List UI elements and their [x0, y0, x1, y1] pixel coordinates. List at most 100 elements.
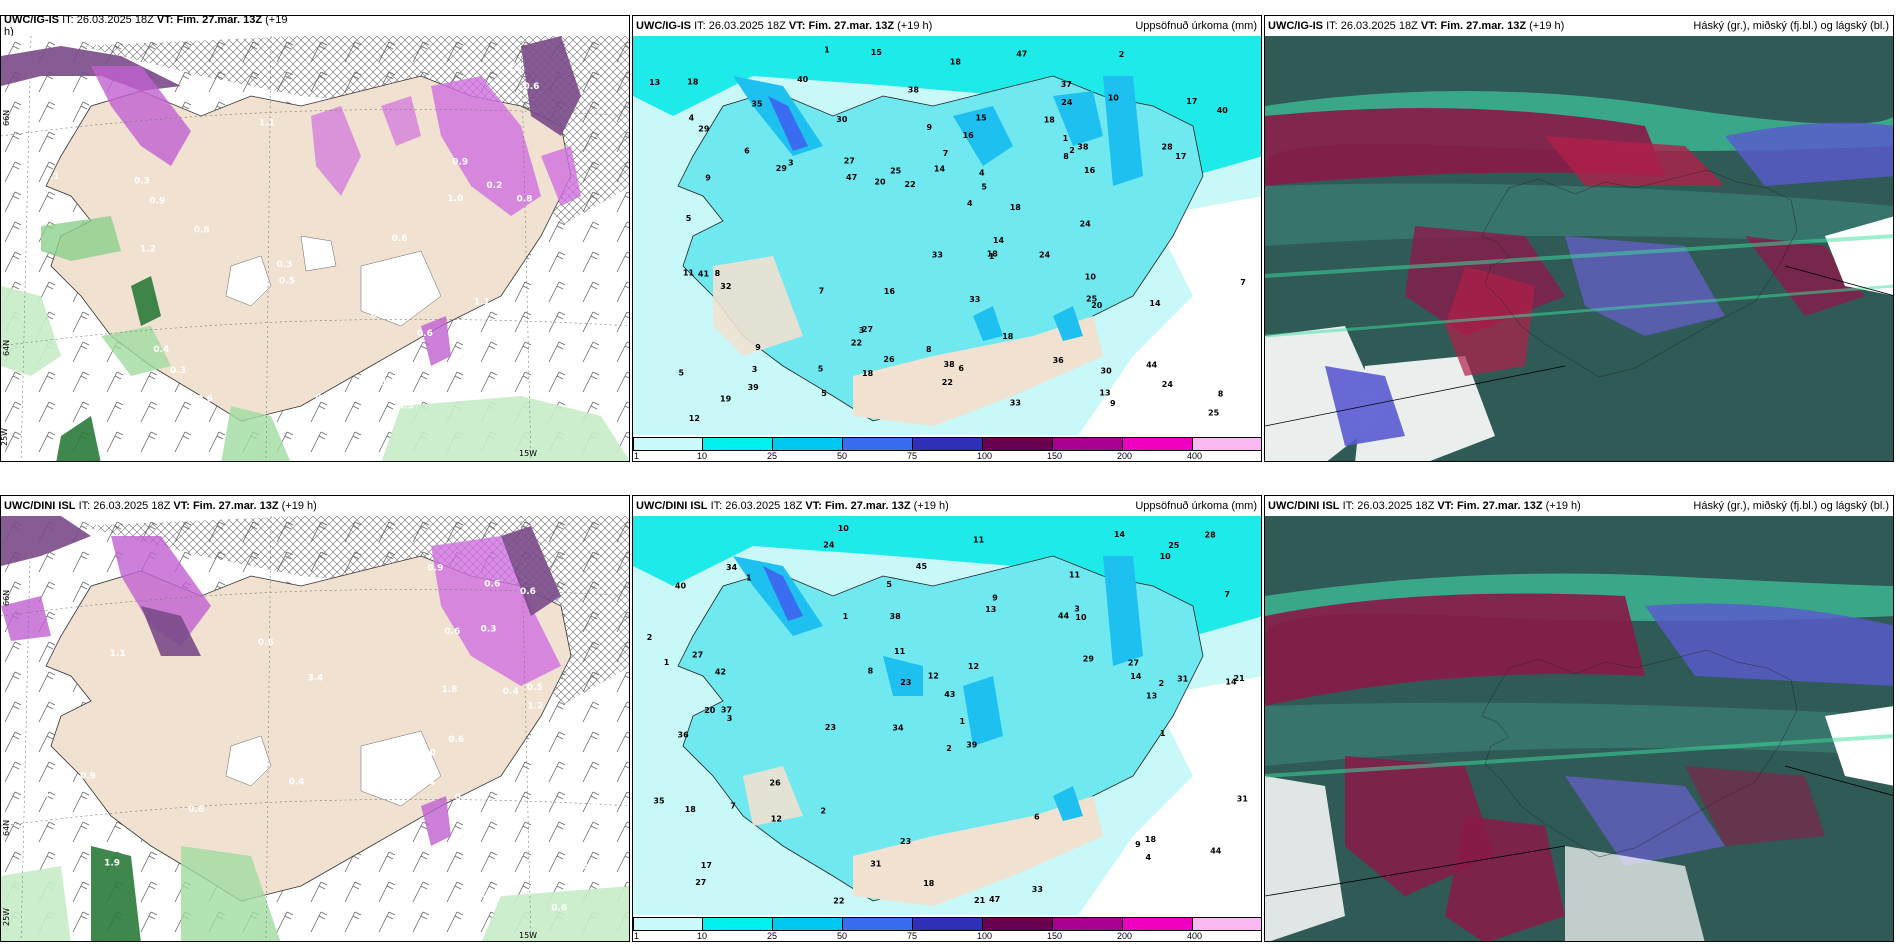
panel-header: UWC/DINI ISL IT: 26.03.2025 18Z VT: Fim.… [1265, 496, 1893, 516]
map-value-label: 44 [1058, 612, 1070, 621]
map-value-label: 10 [1085, 273, 1097, 282]
map-value-label: 2 [1159, 679, 1165, 688]
map-value-label: 0.3 [380, 378, 396, 388]
map-value-label: 38 [890, 612, 902, 621]
map-value-label: 1.8 [441, 685, 457, 695]
map-value-label: 9 [1135, 840, 1141, 849]
map-value-label: 14 [1130, 672, 1142, 681]
map-value-label: 41 [698, 270, 710, 279]
map-value-label: 1.2 [140, 245, 156, 255]
map-value-label: 44 [1146, 361, 1158, 370]
map-value-label: 14 [1114, 530, 1126, 539]
map-value-label: 2 [946, 744, 952, 753]
map-value-label: 0.5 [57, 208, 73, 218]
lead-time: (+19 h) [1529, 20, 1565, 32]
map-value-label: 0.7 [507, 64, 523, 74]
map-value-label: 33 [969, 295, 980, 304]
map-value-label: 8 [1218, 389, 1224, 398]
map-value-label: 30 [1101, 367, 1113, 376]
map-value-label: 3 [727, 714, 733, 723]
map-value-label: 38 [908, 86, 920, 95]
colorbar-swatch [843, 917, 913, 931]
map-value-label: 0.3 [277, 260, 293, 270]
lead-time: (+19 h) [913, 500, 949, 512]
vt-label: VT: [1437, 500, 1454, 512]
map-value-label: 31 [1237, 794, 1249, 803]
map-value-label: 1 [960, 717, 966, 726]
map-value-label: 47 [1016, 50, 1027, 59]
vt-label: VT: [1420, 20, 1438, 32]
map-value-label: 1.1 [110, 649, 126, 659]
map-value-label: 2 [1119, 50, 1125, 59]
it-value: 26.03.2025 18Z [1357, 500, 1435, 512]
map-value-label: 23 [900, 837, 911, 846]
map-value-label: 20 [704, 706, 716, 715]
map-value-label: 0.5 [315, 394, 331, 404]
map-value-label: 35 [653, 796, 665, 805]
it-value: 26.03.2025 18Z [1340, 20, 1418, 32]
axis-label-lon: 25W [2, 908, 11, 926]
map-value-label: 17 [1186, 97, 1197, 106]
snow-map-panel-ig: UWC/IG-IS IT: 26.03.2025 18Z VT: Fim. 27… [0, 15, 630, 462]
map-value-label: 7 [1224, 590, 1230, 599]
colorbar-swatch [773, 917, 843, 931]
field-title: Uppsöfnuð úrkoma (mm) [1135, 20, 1257, 32]
map-value-label: 24 [1039, 251, 1051, 260]
map-value-label: 0.5 [33, 790, 49, 800]
colorbar-swatch [1123, 917, 1193, 931]
field-title: Uppsöfnuð úrkoma (mm) [1135, 500, 1257, 512]
map-value-label: 10 [838, 524, 850, 533]
map-value-label: 12 [928, 672, 939, 681]
map-value-label: 6 [744, 147, 750, 156]
map-value-label: 4 [979, 169, 985, 178]
map-value-label: 0.9 [452, 158, 468, 168]
precip-map-panel-dini: UWC/DINI ISL IT: 26.03.2025 18Z VT: Fim.… [632, 495, 1262, 942]
map-value-label: 3 [752, 365, 758, 374]
vt-label: VT: [173, 500, 190, 512]
vt-value: Fim. 27.mar. 13Z [176, 15, 263, 26]
map-value-label: 0.3 [481, 624, 497, 634]
map-value-label: 25 [890, 166, 902, 175]
map-value-label: 7 [730, 801, 736, 810]
map-value-label: 26 [770, 778, 782, 787]
map-value-label: 28 [1205, 531, 1217, 540]
map-value-label: 24 [1061, 98, 1073, 107]
panel-header: UWC/IG-IS IT: 26.03.2025 18Z VT: Fim. 27… [633, 16, 1261, 36]
map-value-label: 1 [824, 46, 830, 55]
map-value-label: 25 [1086, 295, 1098, 304]
colorbar-swatch [633, 917, 703, 931]
map-value-label: 27 [692, 651, 703, 660]
map-value-label: 21 [974, 896, 986, 905]
map-value-label: 9 [755, 343, 761, 352]
map-value-label: 4 [1146, 853, 1152, 862]
map-value-label: 9 [992, 593, 998, 602]
map-value-label: 26 [883, 355, 895, 364]
map-value-label: 19 [720, 394, 732, 403]
map-value-label: 0.4 [455, 793, 471, 803]
it-label: IT: [710, 500, 723, 512]
cloud-map [1265, 36, 1893, 461]
map-value-label: 18 [923, 879, 935, 888]
colorbar-swatch [773, 437, 843, 451]
map-value-label: 9 [927, 123, 933, 132]
map-value-label: 39 [966, 741, 978, 750]
map-value-label: 1 [989, 252, 995, 261]
colorbar: 1 10 25 50 75 100 150 200 400 [633, 915, 1261, 941]
cloud-map-panel-ig: UWC/IG-IS IT: 26.03.2025 18Z VT: Fim. 27… [1264, 15, 1894, 462]
colorbar: 1 10 25 50 75 100 150 200 400 [633, 435, 1261, 461]
map-value-label: 0.9 [80, 771, 96, 781]
map-value-label: 18 [1145, 835, 1157, 844]
map-value-label: 39 [748, 383, 760, 392]
panel-header: UWC/IG-IS IT: 26.03.2025 18Z VT: Fim. 27… [1, 15, 629, 38]
colorbar-tick-label: 25 [767, 451, 778, 461]
map-value-label: 1.0 [574, 251, 590, 261]
map-value-label: 38 [1077, 143, 1089, 152]
map-value-label: 1.1 [44, 172, 60, 182]
map-value-label: 22 [942, 378, 953, 387]
map-value-label: 6 [958, 364, 964, 373]
colorbar-swatch [983, 917, 1053, 931]
map-value-label: 18 [685, 805, 697, 814]
map-value-label: 3 [788, 159, 794, 168]
colorbar-tick-label: 10 [697, 931, 708, 941]
map-value-label: 0.6 [524, 82, 540, 92]
